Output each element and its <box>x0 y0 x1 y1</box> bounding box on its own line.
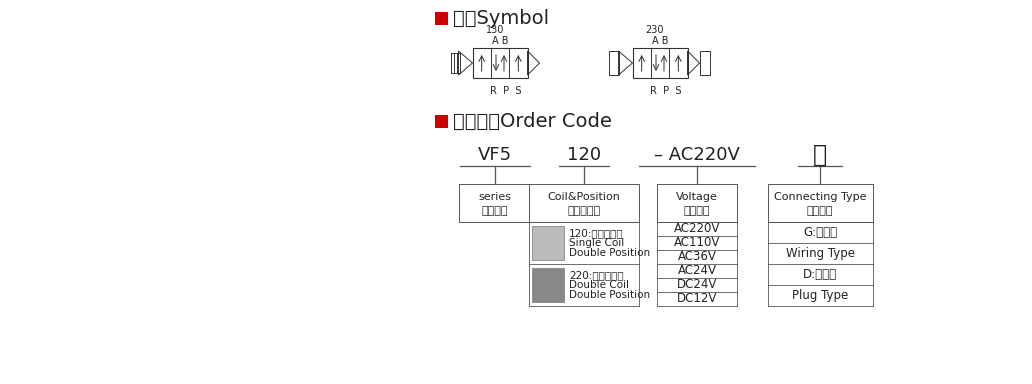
Text: 线圈及位数: 线圈及位数 <box>568 206 601 216</box>
Text: 130: 130 <box>486 25 505 35</box>
Text: DC12V: DC12V <box>677 293 717 306</box>
Text: AC36V: AC36V <box>678 250 716 263</box>
Text: 订货型号Order Code: 订货型号Order Code <box>453 112 612 131</box>
Text: Coil&Position: Coil&Position <box>548 192 620 202</box>
Text: R  P  S: R P S <box>490 86 521 96</box>
Text: AC220V: AC220V <box>674 222 720 235</box>
Text: D:端子式: D:端子式 <box>803 268 837 281</box>
Text: series: series <box>479 192 512 202</box>
Text: 标准电压: 标准电压 <box>684 206 710 216</box>
Text: 符号Symbol: 符号Symbol <box>453 9 549 28</box>
Text: Voltage: Voltage <box>676 192 718 202</box>
Text: A B: A B <box>652 36 669 46</box>
Bar <box>700 51 710 75</box>
Text: 系列代号: 系列代号 <box>482 206 508 216</box>
Bar <box>459 184 531 222</box>
Bar <box>473 48 527 78</box>
Bar <box>657 184 737 222</box>
Text: VF5: VF5 <box>478 146 512 164</box>
Text: 220:双头双位置: 220:双头双位置 <box>569 270 623 280</box>
Text: Double Position: Double Position <box>569 248 650 258</box>
Text: Single Coil: Single Coil <box>569 238 624 248</box>
Text: Double Coil: Double Coil <box>569 280 628 290</box>
Text: – AC220V: – AC220V <box>654 146 740 164</box>
Bar <box>533 226 565 260</box>
Text: G:出线式: G:出线式 <box>803 226 837 239</box>
Text: A B: A B <box>492 36 509 46</box>
Text: Wiring Type: Wiring Type <box>785 247 854 260</box>
Bar <box>609 51 618 75</box>
Text: Connecting Type: Connecting Type <box>774 192 866 202</box>
Text: Double Position: Double Position <box>569 290 650 300</box>
Text: 120:单头双位置: 120:单头双位置 <box>569 228 623 238</box>
Bar <box>633 48 687 78</box>
Bar <box>768 184 872 222</box>
Text: 接电形式: 接电形式 <box>807 206 833 216</box>
Text: 线: 线 <box>813 143 827 167</box>
Text: R  P  S: R P S <box>650 86 681 96</box>
Text: AC24V: AC24V <box>677 265 716 278</box>
Bar <box>529 184 639 222</box>
Bar <box>436 12 448 25</box>
Bar <box>436 115 448 128</box>
Bar <box>533 268 565 302</box>
Text: DC24V: DC24V <box>677 278 717 291</box>
Text: Plug Type: Plug Type <box>792 289 848 302</box>
Text: 230: 230 <box>646 25 665 35</box>
Text: AC110V: AC110V <box>674 237 720 250</box>
Text: 120: 120 <box>567 146 601 164</box>
